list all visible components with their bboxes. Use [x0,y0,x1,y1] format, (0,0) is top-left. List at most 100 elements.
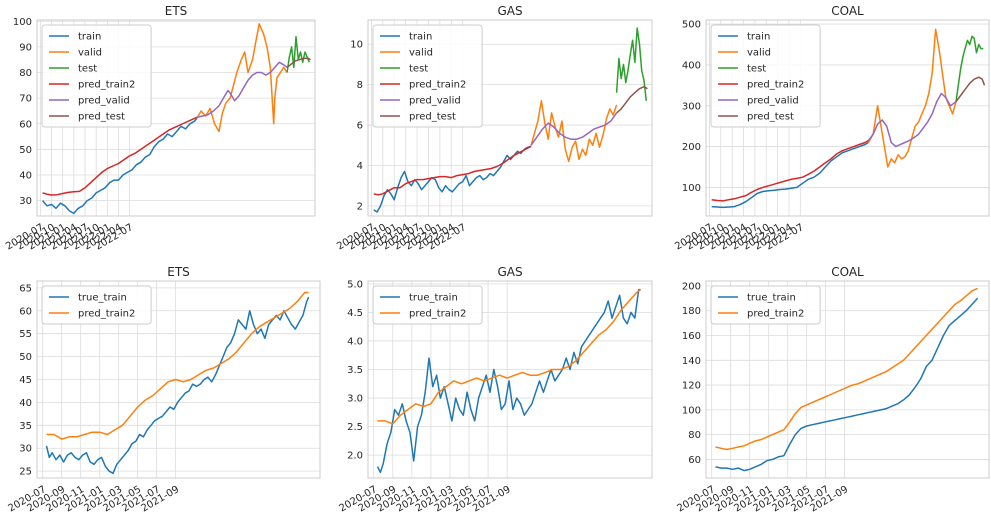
y-tick-label: 3.5 [347,365,363,376]
series-line-pred_train2 [715,287,978,451]
series-line-pred_valid [530,112,618,146]
y-tick-label: 70 [19,94,32,105]
y-tick-label: 80 [688,430,701,441]
y-tick-label: 180 [682,306,701,317]
series-line-pred_test [955,76,986,103]
legend-label: train [78,32,101,43]
chart-panel: 2530354045505560652020-072020-092020-112… [7,265,321,514]
chart-panel: 1002003004005002020-072020-102021-012021… [673,4,990,252]
y-tick-label: 40 [19,171,32,182]
chart-title: ETS [167,265,190,279]
y-tick-label: 3.0 [347,394,363,405]
series-line-train [42,118,198,215]
series-line-test [955,35,984,102]
series-line-pred_train2 [46,291,309,440]
y-tick-label: 55 [19,329,32,340]
y-tick-label: 160 [682,331,701,342]
chart-title: ETS [165,4,188,18]
y-tick-label: 4.0 [347,336,363,347]
y-tick-label: 60 [19,119,32,130]
legend-label: pred_train2 [747,309,804,320]
series-line-pred_train2 [377,288,642,425]
y-tick-label: 10 [350,40,363,51]
legend-label: pred_train2 [409,80,466,91]
legend-label: pred_test [78,112,125,123]
legend-label: train [409,32,432,43]
legend-label: pred_train2 [78,80,135,91]
chart-panel: 2.02.53.03.54.04.55.02020-072020-092020-… [338,265,653,514]
y-tick-label: 4 [357,161,363,172]
y-tick-label: 35 [19,421,32,432]
y-tick-label: 300 [682,101,701,112]
legend-label: pred_train2 [78,309,135,320]
legend-box [710,285,821,325]
legend-label: train [747,32,770,43]
legend-label: test [747,64,766,75]
y-tick-label: 8 [357,80,363,91]
chart-title: COAL [831,265,864,279]
legend-label: valid [747,48,771,59]
y-tick-label: 60 [688,455,701,466]
series-line-pred_train2 [711,139,869,202]
y-tick-label: 5.0 [347,279,363,290]
axes-frame [705,19,990,217]
y-tick-label: 200 [682,142,701,153]
y-tick-label: 30 [19,444,32,455]
series-line-true_train [45,296,310,475]
legend-label: valid [78,48,102,59]
y-tick-label: 120 [682,381,701,392]
chart-panel: 2468102020-072020-102021-012021-042021-0… [335,4,653,252]
axes-frame [36,19,316,217]
y-tick-label: 40 [19,398,32,409]
legend-label: pred_test [747,112,794,123]
legend-box [372,24,483,128]
legend-label: pred_train2 [409,309,466,320]
axes-frame [36,280,321,479]
y-tick-label: 30 [19,196,32,207]
series-line-test [615,27,648,101]
y-tick-label: 45 [19,375,32,386]
legend-label: pred_valid [78,96,130,107]
series-line-pred_valid [196,61,288,119]
series-line-pred_train2 [42,116,198,196]
axes-frame [705,280,990,479]
y-tick-label: 2.0 [347,451,363,462]
series-line-valid [867,28,957,168]
y-tick-label: 2 [357,201,363,212]
y-tick-label: 50 [19,145,32,156]
legend-label: true_train [78,293,127,304]
chart-title: COAL [831,4,864,18]
legend-box [41,285,152,325]
axes-frame [367,19,653,217]
series-line-train [373,145,532,213]
y-tick-label: 140 [682,356,701,367]
y-tick-label: 500 [682,20,701,31]
chart-title: GAS [497,265,522,279]
y-tick-label: 2.5 [347,422,363,433]
y-tick-label: 50 [19,352,32,363]
y-tick-label: 4.5 [347,308,363,319]
y-tick-label: 60 [19,306,32,317]
legend-box [372,285,483,325]
legend-label: test [78,64,97,75]
legend-label: pred_test [409,112,456,123]
series-line-pred_test [616,85,648,114]
legend-label: pred_valid [747,96,799,107]
y-tick-label: 90 [19,42,32,53]
y-tick-label: 6 [357,121,363,132]
legend-box [41,24,152,128]
chart-panel: 60801001201401601802002020-072020-092020… [676,265,990,514]
legend-label: pred_valid [409,96,461,107]
legend-label: true_train [747,293,796,304]
y-tick-label: 200 [682,281,701,292]
chart-panel: 304050607080901002020-072020-102021-0120… [4,4,316,252]
series-line-true_train [376,288,641,474]
legend-label: true_train [409,293,458,304]
legend-label: pred_train2 [747,80,804,91]
legend-label: valid [409,48,433,59]
y-tick-label: 65 [19,283,32,294]
y-tick-label: 400 [682,60,701,71]
legend-label: test [409,64,428,75]
legend-box [710,24,821,128]
